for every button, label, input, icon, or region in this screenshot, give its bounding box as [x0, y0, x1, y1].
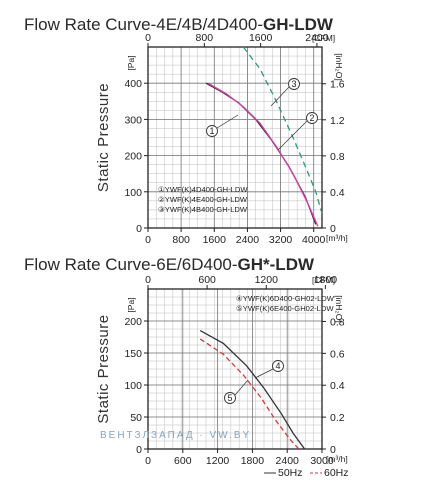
top-tick-label: 2400: [305, 32, 329, 44]
watermark: ВЕНТЗЛЗАПАД · VW.BY: [100, 430, 251, 441]
leader-line: [254, 368, 274, 379]
annotation-circle: [206, 125, 218, 137]
chart-title: Flow Rate Curve-4E/4B/4D400-GH-LDW: [24, 15, 334, 34]
series-line-5: [199, 338, 300, 450]
y-axis-label: Static Pressure: [95, 83, 112, 192]
y-tick-label: 400: [124, 78, 142, 90]
annotation-label: 1: [209, 126, 214, 136]
y-tick-label: 100: [124, 187, 142, 199]
y-tick-label: 50: [130, 412, 142, 424]
x-unit-bottom: [m³/h]: [326, 233, 348, 243]
y-unit-right: [inH₂O]: [334, 295, 344, 322]
y-axis-label: Static Pressure: [95, 314, 112, 423]
x-tick-label: 2400: [276, 455, 300, 467]
annotation-circle: [224, 392, 236, 404]
x-tick-label: 2400: [236, 234, 260, 246]
y-tick-label: 100: [124, 380, 142, 392]
right-tick-label: 0.8: [330, 151, 345, 163]
x-unit-top: [CFM]: [312, 275, 335, 285]
legend-entry: ③YWF(K)4B400-GH-LDW: [158, 205, 248, 214]
x-tick-label: 4000: [302, 234, 326, 246]
x-tick-label: 0: [145, 455, 151, 467]
series-line-2: [207, 82, 319, 227]
annotation-label: 3: [291, 79, 296, 89]
freq-legend-50: 50Hz: [278, 467, 303, 479]
top-tick-label: 0: [145, 32, 151, 44]
annotation-circle: [306, 112, 318, 124]
y-tick-label: 200: [124, 151, 142, 163]
leader-line: [270, 86, 290, 107]
y-unit-left: [Pa]: [126, 55, 136, 70]
right-tick-label: 0: [330, 223, 336, 235]
y-unit-left: [Pa]: [126, 297, 136, 312]
series-line-4: [199, 330, 306, 450]
plot-frame: [147, 288, 323, 450]
x-tick-label: 0: [145, 234, 151, 246]
x-tick-label: 3200: [269, 234, 293, 246]
right-tick-label: 0.6: [330, 348, 345, 360]
legend-entry: ②YWF(K)4E400-GH-LDW: [158, 195, 248, 204]
top-tick-label: 1600: [249, 32, 273, 44]
top-tick-label: 0: [145, 274, 151, 286]
annotation-label: 2: [309, 113, 314, 123]
y-tick-label: 0: [136, 223, 142, 235]
top-tick-label: 800: [196, 32, 214, 44]
x-tick-label: 1200: [206, 455, 230, 467]
y-tick-label: 0: [136, 444, 142, 456]
x-tick-label: 1600: [203, 234, 227, 246]
series-line-3: [242, 46, 323, 214]
annotation-label: 4: [275, 361, 280, 371]
leader-line: [234, 379, 249, 396]
annotation-circle: [272, 360, 284, 372]
x-unit-bottom: [m³/h]: [326, 454, 348, 464]
leader-line: [277, 120, 308, 151]
right-tick-label: 1.6: [330, 79, 345, 91]
y-tick-label: 300: [124, 114, 142, 126]
legend-entry: ①YWF(K)4D400-GH-LDW: [158, 185, 248, 194]
freq-legend-60: 60Hz: [324, 467, 349, 479]
x-unit-top: [CFM]: [312, 33, 335, 43]
right-tick-label: 1.2: [330, 115, 345, 127]
right-tick-label: 0: [330, 444, 336, 456]
x-tick-label: 800: [172, 234, 190, 246]
plot-frame: [147, 46, 323, 229]
annotation-label: 5: [227, 393, 232, 403]
legend-entry: ④YWF(K)6D400-GH02-LDW: [236, 294, 335, 303]
right-tick-label: 0.8: [330, 316, 345, 328]
y-tick-label: 150: [124, 348, 142, 360]
y-unit-right: [inH₂O]: [334, 53, 344, 80]
x-tick-label: 1800: [241, 455, 265, 467]
grid: [147, 288, 323, 450]
leader-line: [216, 114, 239, 129]
top-tick-label: 1800: [314, 274, 338, 286]
annotation-circle: [288, 78, 300, 90]
right-tick-label: 0.4: [330, 187, 345, 199]
legend-entry: ⑤YWF(K)6E400-GH02-LDW: [236, 304, 334, 313]
top-tick-label: 600: [198, 274, 216, 286]
top-tick-label: 1200: [255, 274, 279, 286]
right-tick-label: 0.4: [330, 380, 345, 392]
y-tick-label: 200: [124, 316, 142, 328]
chart-title: Flow Rate Curve-6E/6D400-GH*-LDW: [24, 255, 315, 274]
right-tick-label: 0.2: [330, 412, 345, 424]
x-tick-label: 3000: [310, 455, 334, 467]
x-tick-label: 600: [174, 455, 192, 467]
